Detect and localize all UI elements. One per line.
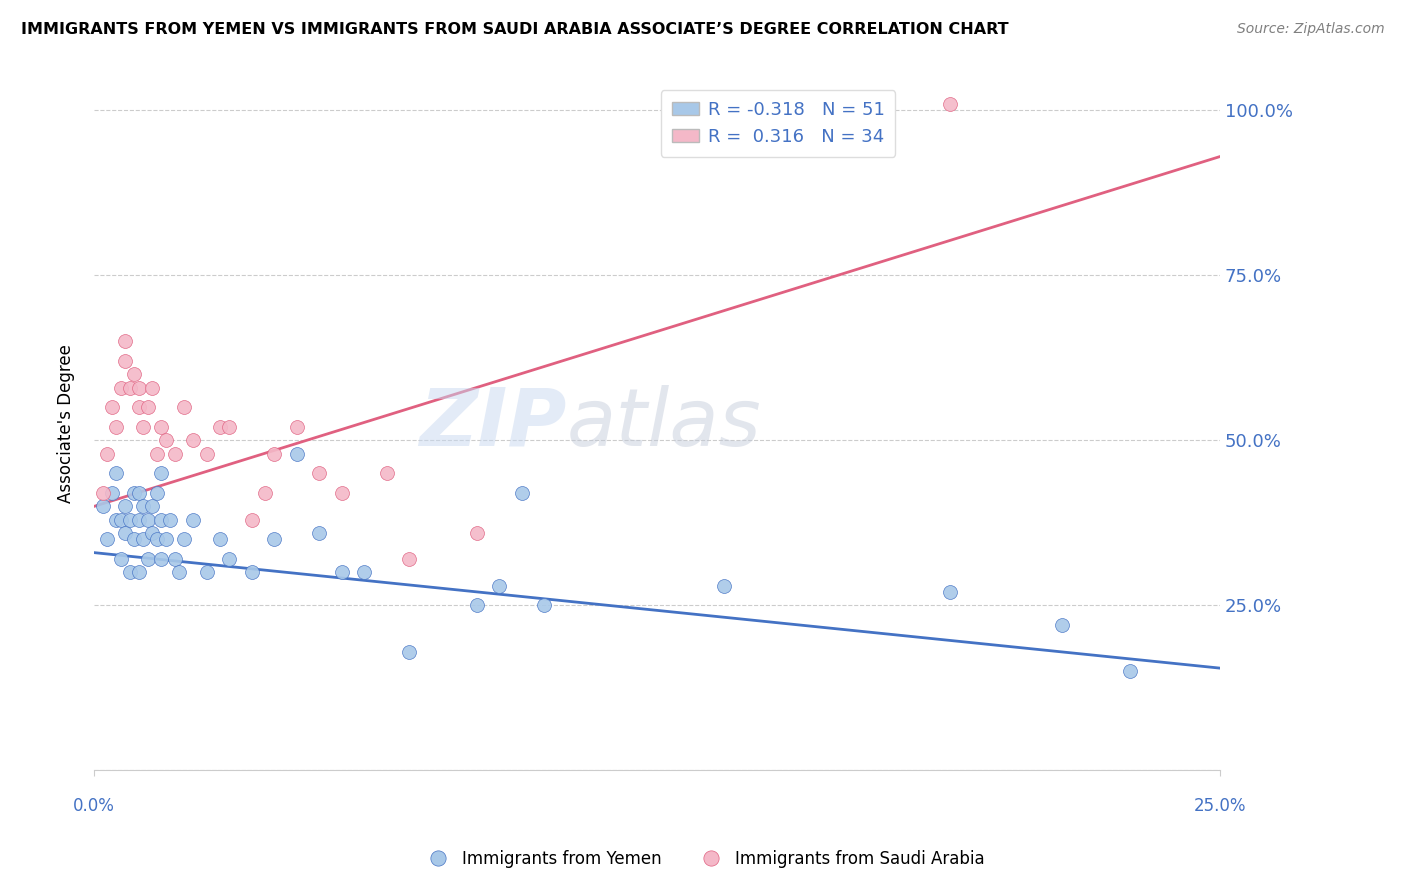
Point xyxy=(398,552,420,566)
Point xyxy=(308,525,330,540)
Y-axis label: Associate's Degree: Associate's Degree xyxy=(58,344,75,503)
Point xyxy=(195,566,218,580)
Point xyxy=(938,96,960,111)
Point xyxy=(118,566,141,580)
Point xyxy=(146,533,169,547)
Point xyxy=(208,533,231,547)
Point xyxy=(118,513,141,527)
Point xyxy=(132,420,155,434)
Point xyxy=(128,486,150,500)
Point xyxy=(218,420,240,434)
Point xyxy=(353,566,375,580)
Point xyxy=(105,420,128,434)
Point xyxy=(159,513,181,527)
Point xyxy=(330,486,353,500)
Point xyxy=(208,420,231,434)
Text: 0.0%: 0.0% xyxy=(73,797,115,814)
Point xyxy=(136,401,159,415)
Point xyxy=(128,381,150,395)
Point xyxy=(713,136,735,151)
Point xyxy=(240,566,263,580)
Point xyxy=(173,533,195,547)
Point xyxy=(114,354,136,368)
Point xyxy=(150,467,173,481)
Point xyxy=(124,486,146,500)
Point xyxy=(105,513,128,527)
Point xyxy=(132,500,155,514)
Text: 25.0%: 25.0% xyxy=(1194,797,1246,814)
Legend: R = -0.318   N = 51, R =  0.316   N = 34: R = -0.318 N = 51, R = 0.316 N = 34 xyxy=(661,90,896,157)
Point xyxy=(375,467,398,481)
Point xyxy=(488,579,510,593)
Point xyxy=(150,420,173,434)
Point xyxy=(128,513,150,527)
Point xyxy=(254,486,277,500)
Point xyxy=(124,368,146,382)
Point xyxy=(141,381,163,395)
Point xyxy=(195,447,218,461)
Point xyxy=(155,434,177,448)
Point xyxy=(110,552,132,566)
Point xyxy=(96,533,118,547)
Text: Source: ZipAtlas.com: Source: ZipAtlas.com xyxy=(1237,22,1385,37)
Point xyxy=(150,552,173,566)
Point xyxy=(465,599,488,613)
Point xyxy=(101,486,124,500)
Point xyxy=(510,486,533,500)
Point xyxy=(128,401,150,415)
Point xyxy=(141,500,163,514)
Point xyxy=(465,525,488,540)
Point xyxy=(136,552,159,566)
Point xyxy=(91,500,114,514)
Point xyxy=(141,525,163,540)
Point xyxy=(163,447,186,461)
Point xyxy=(150,513,173,527)
Point xyxy=(105,467,128,481)
Text: ZIP: ZIP xyxy=(419,385,567,463)
Point xyxy=(136,513,159,527)
Point xyxy=(533,599,555,613)
Point xyxy=(713,579,735,593)
Point xyxy=(124,533,146,547)
Point xyxy=(155,533,177,547)
Point xyxy=(101,401,124,415)
Point xyxy=(330,566,353,580)
Point xyxy=(263,447,285,461)
Point xyxy=(240,513,263,527)
Point xyxy=(132,533,155,547)
Point xyxy=(169,566,191,580)
Point xyxy=(285,447,308,461)
Point xyxy=(114,500,136,514)
Point xyxy=(263,533,285,547)
Point xyxy=(110,381,132,395)
Point xyxy=(173,401,195,415)
Point xyxy=(114,334,136,349)
Point xyxy=(181,434,204,448)
Point xyxy=(146,447,169,461)
Point xyxy=(96,447,118,461)
Point xyxy=(91,486,114,500)
Point xyxy=(146,486,169,500)
Point xyxy=(128,566,150,580)
Point xyxy=(163,552,186,566)
Text: IMMIGRANTS FROM YEMEN VS IMMIGRANTS FROM SAUDI ARABIA ASSOCIATE’S DEGREE CORRELA: IMMIGRANTS FROM YEMEN VS IMMIGRANTS FROM… xyxy=(21,22,1008,37)
Point xyxy=(938,585,960,599)
Point xyxy=(218,552,240,566)
Legend: Immigrants from Yemen, Immigrants from Saudi Arabia: Immigrants from Yemen, Immigrants from S… xyxy=(415,844,991,875)
Point xyxy=(285,420,308,434)
Point xyxy=(398,644,420,658)
Point xyxy=(118,381,141,395)
Point xyxy=(181,513,204,527)
Point xyxy=(1050,618,1073,632)
Point xyxy=(110,513,132,527)
Point xyxy=(114,525,136,540)
Point xyxy=(308,467,330,481)
Text: atlas: atlas xyxy=(567,385,762,463)
Point xyxy=(1118,665,1140,679)
